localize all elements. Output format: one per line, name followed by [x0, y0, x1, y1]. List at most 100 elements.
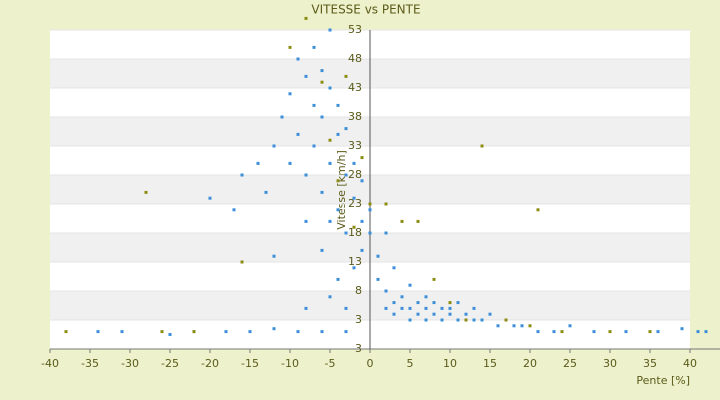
x-tick-label: 25 [563, 357, 577, 370]
scatter-point [344, 127, 348, 131]
scatter-point [144, 190, 148, 194]
scatter-point [192, 330, 196, 334]
scatter-point [320, 190, 324, 194]
scatter-point [96, 330, 100, 334]
y-tick-label: 18 [348, 226, 362, 239]
scatter-point [480, 144, 484, 148]
scatter-point [296, 330, 300, 334]
x-tick-label: 15 [483, 357, 497, 370]
scatter-point [344, 330, 348, 334]
x-tick-label: -40 [41, 357, 59, 370]
scatter-point [240, 173, 244, 177]
x-tick-label: -35 [81, 357, 99, 370]
chart-title: VITESSE vs PENTE [311, 3, 420, 17]
scatter-point [360, 156, 364, 160]
scatter-point [552, 330, 556, 334]
y-tick-label: 13 [348, 255, 362, 268]
scatter-point [272, 144, 276, 148]
scatter-point [400, 306, 404, 310]
scatter-point [352, 196, 356, 200]
scatter-point [400, 295, 404, 299]
scatter-point [480, 318, 484, 322]
y-tick-label: 53 [348, 23, 362, 36]
y-tick-label: 3 [355, 313, 362, 326]
scatter-point [320, 330, 324, 334]
scatter-point [368, 231, 372, 235]
scatter-point [352, 266, 356, 270]
y-tick-label: 8 [355, 284, 362, 297]
scatter-point [416, 312, 420, 316]
y-axis-title: Vitesse [km/h] [335, 150, 348, 230]
scatter-point [344, 74, 348, 78]
scatter-point [344, 231, 348, 235]
scatter-point [680, 327, 684, 331]
scatter-point [592, 330, 596, 334]
scatter-point [336, 103, 340, 107]
scatter-point [424, 318, 428, 322]
scatter-point [352, 225, 356, 229]
scatter-point [472, 318, 476, 322]
x-tick-label: 5 [407, 357, 414, 370]
scatter-point [272, 254, 276, 258]
y-tick-label: 48 [348, 52, 362, 65]
scatter-point [536, 208, 540, 212]
scatter-point [224, 330, 228, 334]
scatter-point [312, 45, 316, 49]
scatter-point [304, 16, 308, 20]
scatter-point [248, 330, 252, 334]
scatter-point [432, 301, 436, 305]
scatter-point [336, 277, 340, 281]
y-tick-label: 28 [348, 168, 362, 181]
scatter-point [696, 330, 700, 334]
scatter-point [288, 92, 292, 96]
scatter-point [504, 318, 508, 322]
y-tick-label: 33 [348, 139, 362, 152]
scatter-point [368, 208, 372, 212]
scatter-point [392, 312, 396, 316]
scatter-point [328, 295, 332, 299]
scatter-point [472, 306, 476, 310]
x-tick-label: -10 [281, 357, 299, 370]
x-tick-label: 20 [523, 357, 537, 370]
scatter-point [432, 312, 436, 316]
x-tick-label: 10 [443, 357, 457, 370]
x-tick-label: 30 [603, 357, 617, 370]
scatter-point [160, 330, 164, 334]
scatter-point [408, 318, 412, 322]
scatter-point [648, 330, 652, 334]
scatter-point [536, 330, 540, 334]
scatter-point [208, 196, 212, 200]
scatter-point [624, 330, 628, 334]
scatter-point [424, 295, 428, 299]
scatter-point [376, 254, 380, 258]
scatter-point [328, 161, 332, 165]
scatter-point [168, 333, 172, 336]
scatter-point [256, 161, 260, 165]
scatter-point [336, 208, 340, 212]
scatter-point [384, 202, 388, 206]
scatter-point [416, 301, 420, 305]
scatter-point [440, 318, 444, 322]
scatter-point [336, 179, 340, 183]
scatter-point [384, 231, 388, 235]
scatter-point [328, 219, 332, 223]
scatter-point [456, 301, 460, 305]
x-axis-title: Pente [%] [636, 374, 690, 387]
scatter-point [392, 301, 396, 305]
x-tick-label: -25 [161, 357, 179, 370]
scatter-point [328, 86, 332, 90]
scatter-point [488, 312, 492, 316]
scatter-point [272, 327, 276, 331]
scatter-point [264, 190, 268, 194]
scatter-point [416, 219, 420, 223]
scatter-point [288, 161, 292, 165]
scatter-point [120, 330, 124, 334]
scatter-point [448, 301, 452, 305]
scatter-point [496, 324, 500, 328]
scatter-point [512, 324, 516, 328]
scatter-point [312, 144, 316, 148]
scatter-point [528, 324, 532, 328]
scatter-point [320, 248, 324, 252]
